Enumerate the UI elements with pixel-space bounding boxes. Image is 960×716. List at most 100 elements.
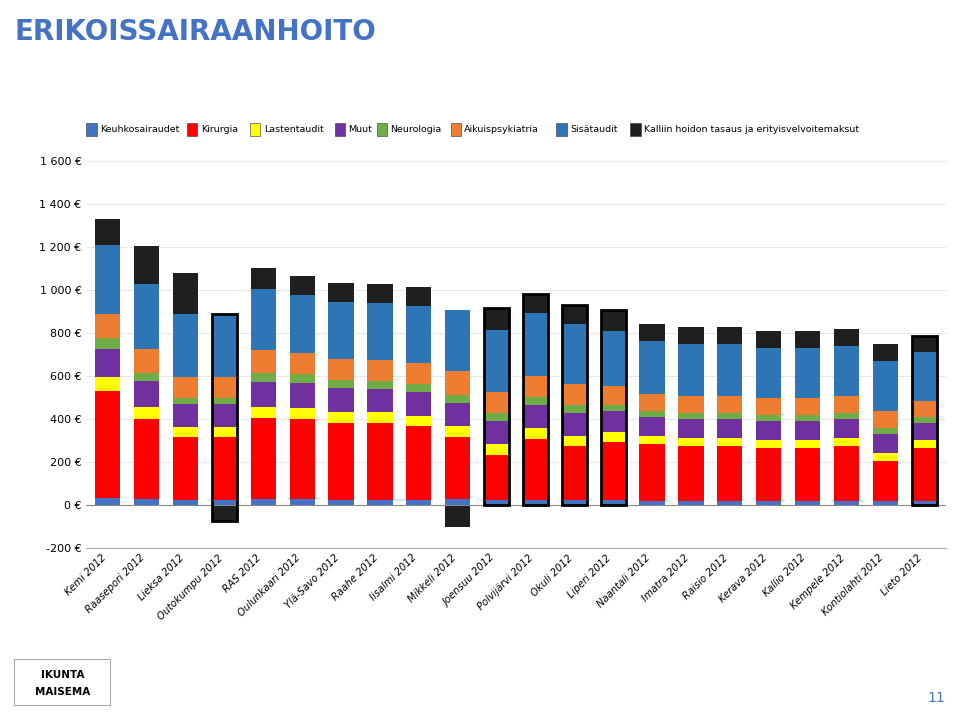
Bar [484, 329, 509, 392]
Bar [601, 411, 626, 432]
Bar [912, 423, 937, 440]
Bar [601, 386, 626, 405]
Bar [912, 501, 937, 505]
Bar [679, 327, 704, 344]
Bar [601, 432, 626, 442]
Text: 11: 11 [928, 691, 946, 705]
Bar [523, 376, 548, 397]
Bar [406, 384, 431, 392]
Bar [523, 428, 548, 439]
Bar [290, 500, 315, 505]
Bar [368, 390, 393, 412]
Bar [445, 372, 470, 395]
Bar [912, 336, 937, 505]
Bar [795, 501, 820, 505]
Bar [134, 500, 159, 505]
Bar [328, 500, 353, 505]
Bar [290, 295, 315, 353]
Bar [756, 440, 781, 448]
Bar [912, 401, 937, 417]
Bar [912, 448, 937, 501]
Bar [679, 344, 704, 397]
Bar [134, 284, 159, 349]
Bar [639, 436, 664, 444]
Bar [290, 374, 315, 383]
Bar [95, 219, 120, 245]
Text: MAISEMA: MAISEMA [35, 687, 90, 697]
Bar [873, 361, 898, 411]
Bar [679, 419, 704, 438]
Bar [173, 398, 198, 405]
Bar [290, 419, 315, 500]
Text: ERIKOISSAIRAANHOITO: ERIKOISSAIRAANHOITO [14, 18, 376, 46]
Bar [834, 413, 859, 419]
Bar [912, 352, 937, 400]
Bar [523, 314, 548, 376]
Bar [368, 303, 393, 360]
Bar [376, 122, 387, 136]
Bar [717, 446, 742, 501]
Bar [368, 381, 393, 390]
Bar [562, 304, 587, 505]
Bar [834, 501, 859, 505]
Bar [212, 427, 237, 437]
Bar [523, 294, 548, 314]
Bar [912, 440, 937, 448]
Text: ERIKOISSAIRAANHOIDON ASUKASKOHTAISET KUSTANNUKSET: ERIKOISSAIRAANHOIDON ASUKASKOHTAISET KUS… [286, 71, 746, 84]
Bar [484, 421, 509, 444]
Bar [368, 500, 393, 505]
Bar [173, 405, 198, 427]
Bar [601, 309, 626, 505]
Bar [484, 444, 509, 455]
Bar [795, 421, 820, 440]
Bar [406, 363, 431, 384]
Bar [290, 276, 315, 295]
Bar [251, 500, 276, 505]
Bar [873, 453, 898, 461]
Bar [484, 308, 509, 505]
Bar [639, 394, 664, 411]
Bar [717, 438, 742, 446]
Bar [523, 294, 548, 505]
Bar [328, 422, 353, 500]
Bar [562, 384, 587, 405]
Bar [173, 427, 198, 437]
Bar [445, 310, 470, 372]
Bar [134, 349, 159, 372]
Bar [134, 407, 159, 419]
Bar [134, 372, 159, 381]
Bar [795, 440, 820, 448]
Text: Aikuispsykiatria: Aikuispsykiatria [465, 125, 540, 134]
Bar [445, 403, 470, 426]
Bar [187, 122, 197, 136]
Bar [679, 438, 704, 446]
Bar [756, 421, 781, 440]
Bar [484, 308, 509, 329]
Bar [601, 500, 626, 505]
Bar [834, 329, 859, 346]
Bar [95, 498, 120, 505]
Bar [406, 500, 431, 505]
Bar [406, 392, 431, 415]
Text: Keuhkosairaudet: Keuhkosairaudet [100, 125, 180, 134]
Bar [873, 428, 898, 434]
Bar [717, 344, 742, 397]
Bar [873, 411, 898, 428]
Bar [212, 405, 237, 427]
Bar [912, 336, 937, 352]
Bar [523, 439, 548, 500]
Text: IKUNTA: IKUNTA [40, 670, 84, 680]
Bar [328, 283, 353, 301]
Bar [795, 448, 820, 501]
Bar [95, 349, 120, 377]
Bar [639, 324, 664, 341]
Bar [795, 415, 820, 421]
Bar [834, 438, 859, 446]
Bar [834, 419, 859, 438]
Bar [212, 314, 237, 521]
Bar [756, 415, 781, 421]
Bar [212, 505, 237, 521]
Bar [834, 346, 859, 397]
Bar [834, 446, 859, 501]
Bar [95, 391, 120, 498]
